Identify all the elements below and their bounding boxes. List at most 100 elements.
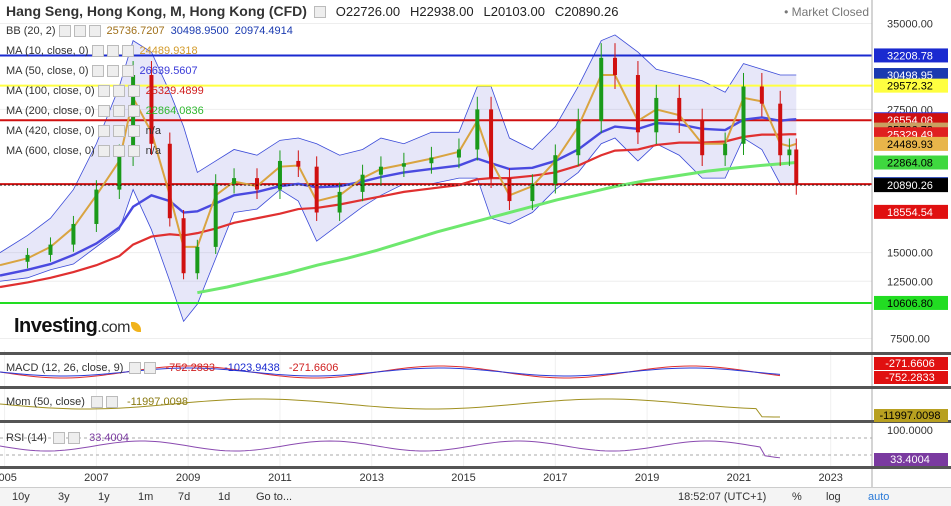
- rsi-close-icon[interactable]: [68, 432, 81, 445]
- price-label-box: [874, 178, 948, 193]
- range-10y-button[interactable]: 10y: [12, 491, 30, 503]
- mom-close-icon[interactable]: [105, 396, 118, 409]
- ma200-line: [197, 161, 797, 295]
- candle-body: [360, 174, 365, 192]
- plot-area: [0, 12, 872, 350]
- indicator-visibility-icon[interactable]: [112, 85, 125, 98]
- indicator-label: MA (600, close, 0): [6, 145, 95, 157]
- indicator-value: n/a: [145, 145, 161, 157]
- candle-body: [255, 178, 260, 190]
- macd-settings-icon[interactable]: [129, 362, 142, 375]
- market-status: • Market Closed: [784, 5, 869, 19]
- price-label: 18554.54: [887, 207, 933, 219]
- candle-body: [277, 160, 282, 190]
- indicator-label: MA (420, close, 0): [6, 125, 95, 137]
- indicator-settings-icon[interactable]: [91, 45, 104, 58]
- indicator-close-icon[interactable]: [127, 85, 140, 98]
- indicator-settings-icon[interactable]: [97, 85, 110, 98]
- mom-axis-label: -11997.0098: [880, 410, 941, 422]
- indicator-visibility-icon[interactable]: [106, 65, 119, 78]
- indicator-label: MA (50, close, 0): [6, 65, 89, 77]
- indicator-settings-icon[interactable]: [97, 125, 110, 138]
- rsi-axis-label-box: [874, 453, 948, 466]
- price-label: 24489.93: [887, 139, 933, 151]
- candle-body: [181, 218, 186, 274]
- macd-signal: -1023.9438: [224, 362, 280, 374]
- mom-axis-label-box: [874, 409, 948, 422]
- price-label: 35000.00: [887, 18, 933, 30]
- indicator-value: 26639.5607: [139, 65, 198, 77]
- price-label-box: [874, 331, 948, 346]
- indicator-visibility-icon[interactable]: [73, 25, 86, 38]
- candle-body: [195, 246, 200, 274]
- price-label-box: [874, 68, 948, 83]
- range-1m-button[interactable]: 1m: [138, 491, 154, 503]
- macd-close-icon[interactable]: [144, 362, 157, 375]
- bullet-icon: •: [784, 5, 792, 19]
- x-tick-label: 2023: [818, 472, 842, 484]
- macd-legend: MACD (12, 26, close, 9) -752.2833 -1023.…: [6, 362, 338, 375]
- x-tick-label: 2011: [268, 472, 292, 484]
- bottom-toolbar: 10y 3y 1y 1m 7d 1d Go to... 18:52:07 (UT…: [0, 487, 951, 506]
- candle-body: [94, 189, 99, 224]
- price-label: 22864.08: [887, 158, 933, 170]
- indicator-close-icon[interactable]: [88, 25, 101, 38]
- indicator-close-icon[interactable]: [121, 45, 134, 58]
- candle-body: [232, 178, 237, 184]
- candle-body: [401, 163, 406, 167]
- indicator-close-icon[interactable]: [121, 65, 134, 78]
- percent-toggle[interactable]: %: [792, 491, 802, 503]
- price-label: 10606.80: [887, 298, 933, 310]
- indicator-value: 30498.9500: [170, 25, 229, 37]
- range-1y-button[interactable]: 1y: [98, 491, 110, 503]
- candle-body: [741, 86, 746, 144]
- rsi-axis-label: 100.0000: [887, 425, 933, 437]
- range-7d-button[interactable]: 7d: [178, 491, 191, 503]
- range-3y-button[interactable]: 3y: [58, 491, 70, 503]
- goto-button[interactable]: Go to...: [256, 491, 293, 503]
- rsi-legend: RSI (14) 33.4004: [6, 432, 129, 445]
- indicator-label: BB (20, 2): [6, 25, 56, 37]
- indicator-close-icon[interactable]: [127, 105, 140, 118]
- rsi-settings-icon[interactable]: [53, 432, 66, 445]
- indicator-visibility-icon[interactable]: [112, 125, 125, 138]
- candle-body: [296, 160, 301, 167]
- indicator-visibility-icon[interactable]: [112, 145, 125, 158]
- price-label-box: [874, 274, 948, 289]
- mom-settings-icon[interactable]: [90, 396, 103, 409]
- price-label: 29572.32: [887, 81, 933, 93]
- price-label: 32208.78: [887, 50, 933, 62]
- indicator-visibility-icon[interactable]: [112, 105, 125, 118]
- indicator-settings-icon[interactable]: [97, 105, 110, 118]
- ohlc-low: L20103.00: [483, 4, 545, 19]
- price-label: 12500.00: [887, 276, 933, 288]
- panel-separator: [0, 466, 951, 469]
- x-tick-label: 2019: [635, 472, 659, 484]
- settings-gear-icon[interactable]: [313, 6, 326, 19]
- price-label-box: [874, 16, 948, 31]
- macd-value: -752.2833: [165, 362, 216, 374]
- rsi-axis-label: 33.4004: [890, 454, 930, 466]
- indicator-close-icon[interactable]: [127, 125, 140, 138]
- indicator-close-icon[interactable]: [127, 145, 140, 158]
- price-label-box: [874, 136, 948, 151]
- x-tick-label: 2017: [543, 472, 567, 484]
- indicator-settings-icon[interactable]: [91, 65, 104, 78]
- candle-body: [213, 183, 218, 247]
- log-toggle[interactable]: log: [826, 491, 841, 503]
- indicator-settings-icon[interactable]: [97, 145, 110, 158]
- indicator-row: BB (20, 2) 25736.7207 30498.9500 20974.4914: [6, 25, 293, 38]
- mom-label: Mom (50, close): [6, 396, 85, 408]
- indicator-settings-icon[interactable]: [58, 25, 71, 38]
- auto-toggle[interactable]: auto: [868, 491, 890, 503]
- candle-body: [117, 155, 122, 190]
- indicator-visibility-icon[interactable]: [106, 45, 119, 58]
- range-1d-button[interactable]: 1d: [218, 491, 231, 503]
- clock-readout: 18:52:07 (UTC+1): [678, 491, 767, 503]
- indicator-row: MA (420, close, 0) n/a: [6, 125, 161, 138]
- logo-suffix: .com: [97, 319, 130, 336]
- indicator-label: MA (200, close, 0): [6, 105, 95, 117]
- ohlc-high: H22938.00: [409, 4, 474, 19]
